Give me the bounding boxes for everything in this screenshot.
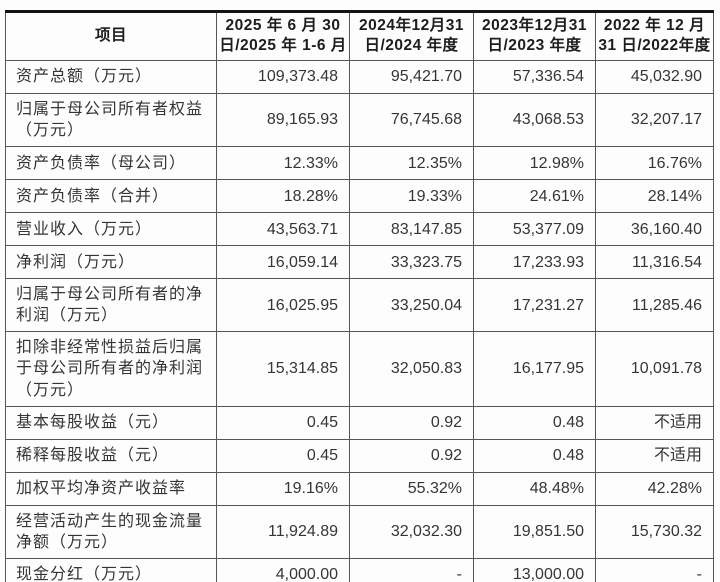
value-cell: 28.14% [595, 179, 714, 214]
header-cell-3: 2023年12月31日/2023 年度 [473, 11, 596, 61]
value-cell: 42.28% [595, 471, 714, 506]
table-row: 扣除非经常性损益后归属于母公司所有者的净利润（万元） 15,314.85 32,05… [5, 331, 714, 407]
table-row: 现金分红（万元） 4,000.00-13,000.00- [5, 557, 714, 582]
value-cell: 17,233.93 [473, 245, 596, 280]
value-cell: 109,373.48 [216, 59, 350, 94]
value-cell: 19,851.50 [473, 504, 596, 559]
table-row: 稀释每股收益（元） 0.45 0.92 0.48 不适用 [5, 438, 714, 473]
row-label: 扣除非经常性损益后归属于母公司所有者的净利润（万元） [5, 331, 217, 407]
value-cell: 12.35% [349, 146, 474, 181]
value-cell: 不适用 [595, 405, 714, 440]
value-cell: 33,250.04 [349, 278, 474, 333]
row-label: 营业收入（万元） [5, 212, 217, 247]
value-cell: 55.32% [349, 471, 474, 506]
value-cell: 89,165.93 [216, 92, 350, 148]
value-cell: 33,323.75 [349, 245, 474, 280]
value-cell: 0.48 [473, 438, 596, 473]
value-cell: 0.45 [216, 438, 350, 473]
header-cell-2: 2024年12月31日/2024 年度 [349, 11, 474, 61]
value-cell: 24.61% [473, 179, 596, 214]
value-cell: 11,316.54 [595, 245, 714, 280]
value-cell: 45,032.90 [595, 59, 714, 94]
header-cell-0: 项目 [5, 11, 217, 61]
table-row: 归属于母公司所有者的净利润（万元） 16,025.95 33,250.04 17,23… [5, 278, 714, 333]
row-label: 基本每股收益（元） [5, 405, 217, 440]
value-cell: 43,068.53 [473, 92, 596, 148]
value-cell: 0.45 [216, 405, 350, 440]
row-label: 加权平均净资产收益率 [5, 471, 217, 506]
table-row: 资产总额（万元） 109,373.48 95,421.70 57,336.54 45,0… [5, 59, 714, 94]
row-label: 稀释每股收益（元） [5, 438, 217, 473]
row-label: 归属于母公司所有者的净利润（万元） [5, 278, 217, 333]
row-label: 资产负债率（母公司） [5, 146, 217, 181]
header-cell-1: 2025 年 6 月 30 日/2025 年 1-6 月 [216, 11, 350, 61]
table-row: 营业收入（万元） 43,563.71 83,147.85 53,377.09 36,16… [5, 212, 714, 247]
value-cell: 0.92 [349, 405, 474, 440]
value-cell: 13,000.00 [473, 557, 596, 582]
value-cell: 76,745.68 [349, 92, 474, 148]
value-cell: 不适用 [595, 438, 714, 473]
row-label: 归属于母公司所有者权益（万元） [5, 92, 217, 148]
value-cell: 32,032.30 [349, 504, 474, 559]
value-cell: 16,059.14 [216, 245, 350, 280]
value-cell: - [349, 557, 474, 582]
table-row: 经营活动产生的现金流量净额（万元） 11,924.89 32,032.30 19,85… [5, 504, 714, 559]
table-row: 资产负债率（合并） 18.28% 19.33% 24.61% 28.14% [5, 179, 714, 214]
header-cell-4: 2022 年 12 月 31 日/2022年度 [595, 11, 714, 61]
value-cell: 48.48% [473, 471, 596, 506]
value-cell: 36,160.40 [595, 212, 714, 247]
value-cell: 19.33% [349, 179, 474, 214]
value-cell: 43,563.71 [216, 212, 350, 247]
value-cell: 18.28% [216, 179, 350, 214]
table-header: 项目 2025 年 6 月 30 日/2025 年 1-6 月 2024年12月31… [5, 11, 714, 61]
value-cell: 19.16% [216, 471, 350, 506]
row-label: 净利润（万元） [5, 245, 217, 280]
table-row: 净利润（万元） 16,059.14 33,323.75 17,233.93 11,316… [5, 245, 714, 280]
value-cell: 17,231.27 [473, 278, 596, 333]
table-row: 归属于母公司所有者权益（万元） 89,165.93 76,745.68 43,068.… [5, 92, 714, 148]
value-cell: 32,050.83 [349, 331, 474, 407]
value-cell: 10,091.78 [595, 331, 714, 407]
table-row: 基本每股收益（元） 0.45 0.92 0.48 不适用 [5, 405, 714, 440]
value-cell: 95,421.70 [349, 59, 474, 94]
table-row: 资产负债率（母公司） 12.33% 12.35% 12.98% 16.76% [5, 146, 714, 181]
value-cell: 0.92 [349, 438, 474, 473]
row-label: 现金分红（万元） [5, 557, 217, 582]
value-cell: 11,285.46 [595, 278, 714, 333]
table-body: 资产总额（万元） 109,373.48 95,421.70 57,336.54 45,0… [5, 59, 714, 582]
value-cell: 53,377.09 [473, 212, 596, 247]
value-cell: 57,336.54 [473, 59, 596, 94]
value-cell: 83,147.85 [349, 212, 474, 247]
value-cell: 12.33% [216, 146, 350, 181]
value-cell: 15,730.32 [595, 504, 714, 559]
table-row: 加权平均净资产收益率 19.16% 55.32% 48.48% 42.28% [5, 471, 714, 506]
value-cell: 4,000.00 [216, 557, 350, 582]
value-cell: 11,924.89 [216, 504, 350, 559]
value-cell: 16.76% [595, 146, 714, 181]
header-row: 项目 2025 年 6 月 30 日/2025 年 1-6 月 2024年12月31… [5, 11, 714, 61]
value-cell: - [595, 557, 714, 582]
row-label: 资产负债率（合并） [5, 179, 217, 214]
value-cell: 12.98% [473, 146, 596, 181]
value-cell: 16,025.95 [216, 278, 350, 333]
row-label: 资产总额（万元） [5, 59, 217, 94]
value-cell: 0.48 [473, 405, 596, 440]
value-cell: 16,177.95 [473, 331, 596, 407]
financial-summary-table: 项目 2025 年 6 月 30 日/2025 年 1-6 月 2024年12月31… [5, 10, 714, 582]
value-cell: 32,207.17 [595, 92, 714, 148]
row-label: 经营活动产生的现金流量净额（万元） [5, 504, 217, 559]
value-cell: 15,314.85 [216, 331, 350, 407]
